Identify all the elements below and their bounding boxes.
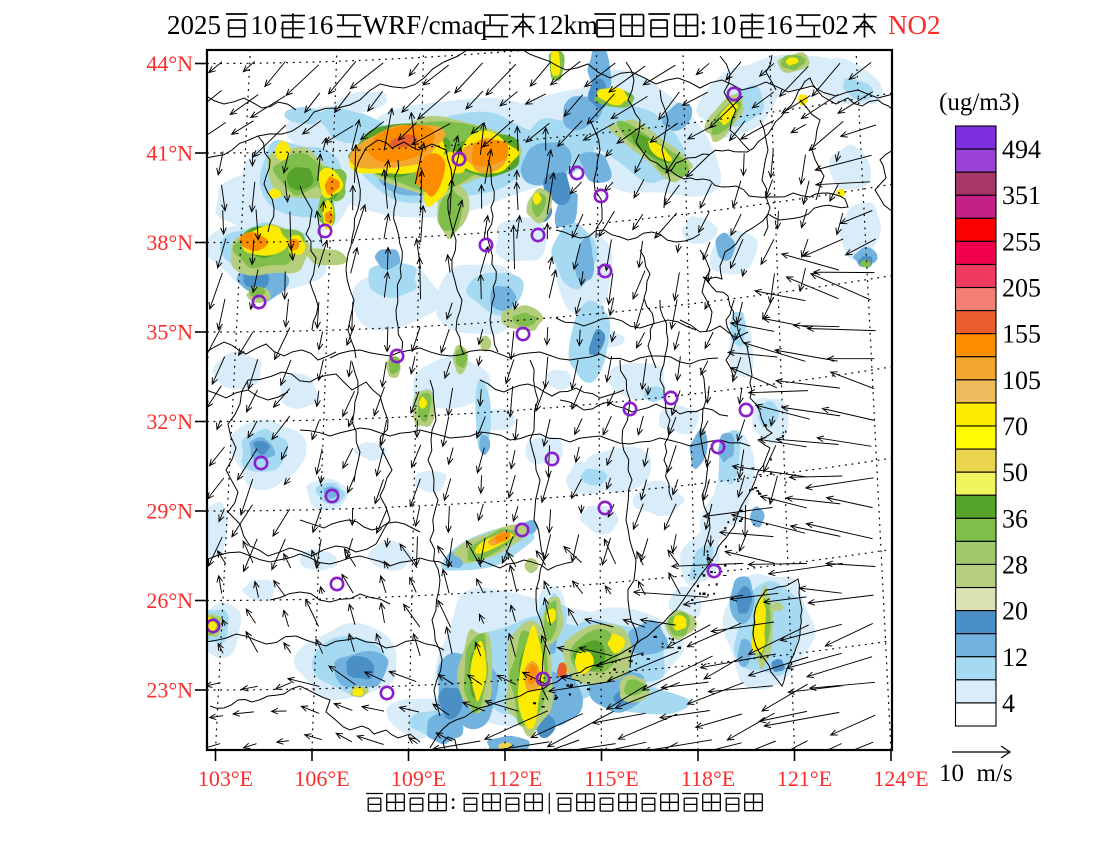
- svg-text:4: 4: [1002, 689, 1015, 718]
- svg-text:351: 351: [1002, 181, 1041, 210]
- svg-text:10: 10: [709, 10, 736, 40]
- svg-text:41°N: 41°N: [146, 141, 193, 166]
- svg-text:2025: 2025: [167, 10, 221, 40]
- svg-text:50: 50: [1002, 458, 1028, 487]
- svg-text:12: 12: [1002, 643, 1028, 672]
- svg-text:10: 10: [250, 10, 277, 40]
- svg-text:32°N: 32°N: [146, 409, 193, 434]
- svg-text:121°E: 121°E: [777, 766, 832, 791]
- svg-text:35°N: 35°N: [146, 320, 193, 345]
- svg-text:(ug/m3): (ug/m3): [939, 89, 1020, 116]
- svg-text::: :: [700, 10, 708, 40]
- svg-text:44°N: 44°N: [146, 51, 193, 76]
- svg-text:115°E: 115°E: [584, 766, 638, 791]
- svg-text:29°N: 29°N: [146, 499, 193, 524]
- svg-text:105: 105: [1002, 366, 1041, 395]
- svg-text:112°E: 112°E: [488, 766, 542, 791]
- svg-text:|: |: [547, 789, 552, 814]
- svg-text:10 m/s: 10 m/s: [939, 760, 1013, 787]
- svg-text:124°E: 124°E: [873, 766, 928, 791]
- svg-text:26°N: 26°N: [146, 588, 193, 613]
- svg-text:109°E: 109°E: [391, 766, 446, 791]
- svg-text::: :: [450, 789, 456, 814]
- svg-text:103°E: 103°E: [198, 766, 253, 791]
- svg-text:36: 36: [1002, 504, 1028, 533]
- svg-text:494: 494: [1002, 135, 1041, 164]
- svg-text:20: 20: [1002, 597, 1028, 626]
- svg-text:23°N: 23°N: [146, 678, 193, 703]
- svg-text:16: 16: [306, 10, 333, 40]
- svg-text:38°N: 38°N: [146, 230, 193, 255]
- svg-text:255: 255: [1002, 227, 1041, 256]
- svg-text:155: 155: [1002, 320, 1041, 349]
- svg-text:118°E: 118°E: [681, 766, 735, 791]
- svg-text:12km: 12km: [537, 10, 599, 40]
- svg-text:70: 70: [1002, 412, 1028, 441]
- svg-text:02: 02: [822, 10, 849, 40]
- svg-text:28: 28: [1002, 551, 1028, 580]
- svg-text:205: 205: [1002, 274, 1041, 303]
- svg-text:16: 16: [766, 10, 793, 40]
- svg-text:NO2: NO2: [888, 10, 941, 40]
- svg-text:WRF/cmaq: WRF/cmaq: [363, 10, 488, 40]
- svg-text:106°E: 106°E: [294, 766, 349, 791]
